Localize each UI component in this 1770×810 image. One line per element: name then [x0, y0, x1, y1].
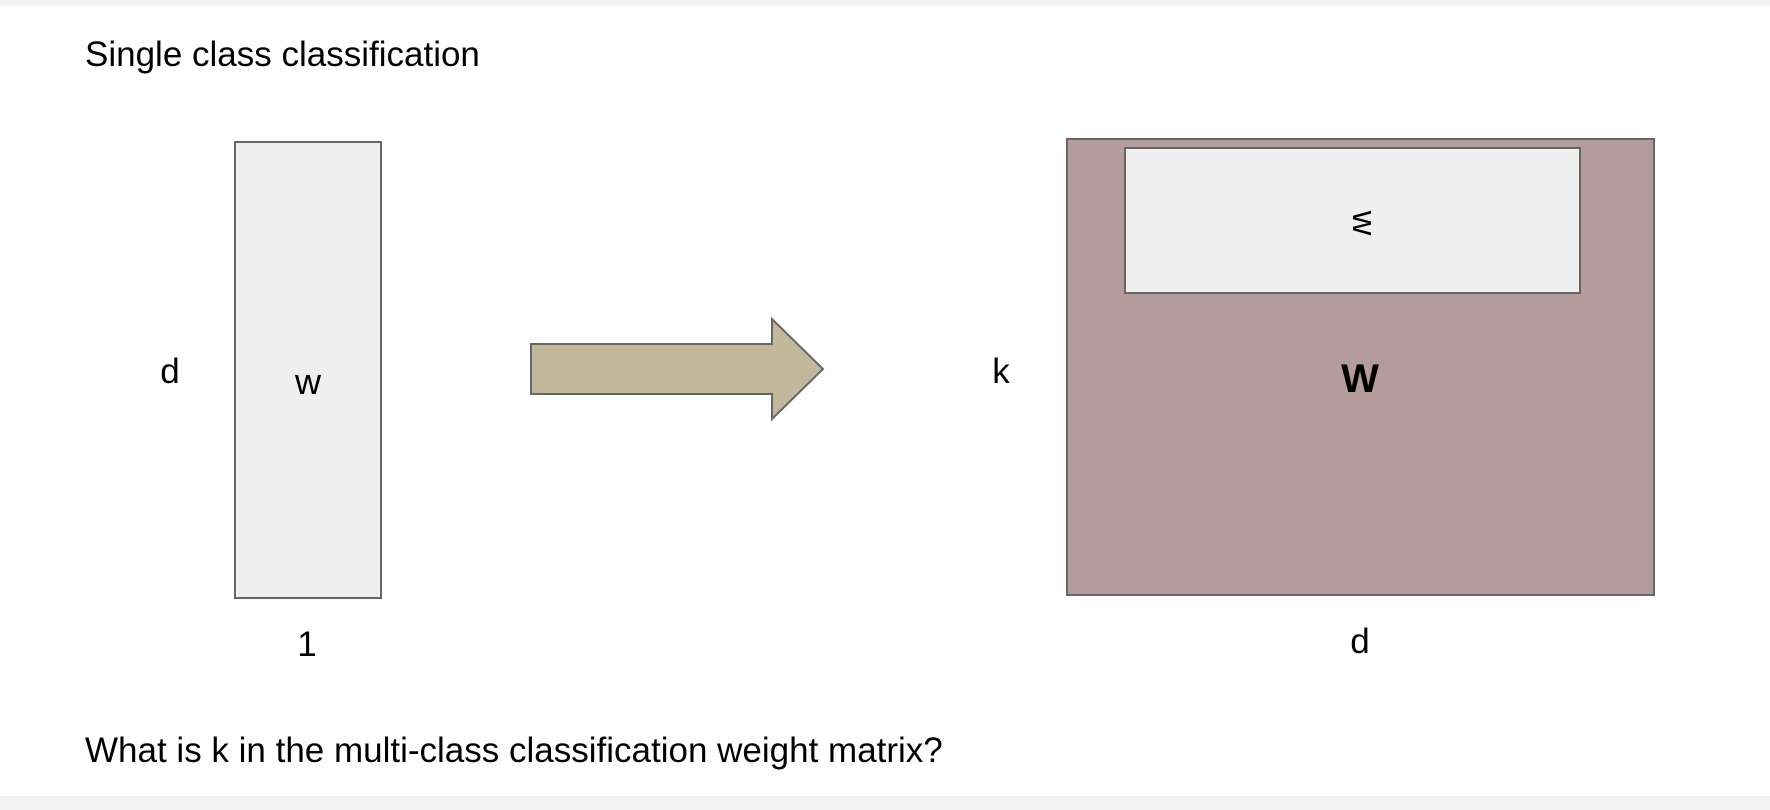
diagram: Single class classification w d 1 w W k …: [85, 35, 1655, 770]
vector-w-box: [234, 141, 382, 599]
slide-title: Single class classification: [85, 35, 480, 74]
matrix-row-box: [1124, 147, 1581, 294]
slide: Single class classification w d 1 w W k …: [0, 6, 1770, 796]
transform-arrow-icon: [530, 316, 825, 422]
slide-question: What is k in the multi-class classificat…: [85, 731, 943, 770]
matrix-width-label: d: [1350, 622, 1369, 661]
vector-width-label: 1: [297, 625, 316, 664]
matrix-height-label: k: [992, 352, 1010, 391]
vector-w-label: w: [294, 361, 322, 402]
matrix-W-label: W: [1341, 357, 1379, 401]
vector-height-label: d: [160, 352, 179, 391]
matrix-row-label: w: [1345, 210, 1383, 236]
